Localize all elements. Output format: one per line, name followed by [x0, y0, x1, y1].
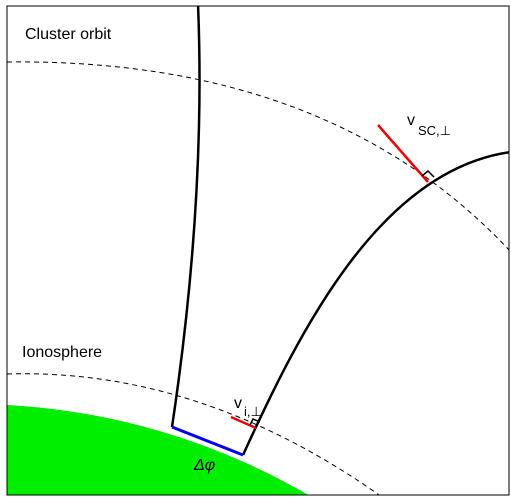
- label: v: [407, 112, 415, 129]
- velocity-vector: [377, 124, 429, 183]
- label: Cluster orbit: [25, 26, 112, 43]
- ionosphere-arc: [7, 373, 380, 495]
- label: Δφ: [193, 457, 215, 474]
- field-line: [241, 151, 509, 456]
- right-angle: [249, 418, 261, 426]
- label-subscript: i,⊥: [244, 404, 262, 419]
- footprint-segment: [171, 425, 244, 457]
- frame: [6, 5, 510, 496]
- earth: [7, 405, 309, 495]
- label-subscript: SC,⊥: [418, 123, 451, 138]
- label: Ionosphere: [22, 344, 102, 361]
- velocity-vector: [230, 415, 257, 430]
- orbit-arc: [7, 61, 509, 251]
- label: v: [234, 395, 242, 412]
- field-line: [170, 6, 201, 428]
- right-angle: [421, 169, 435, 178]
